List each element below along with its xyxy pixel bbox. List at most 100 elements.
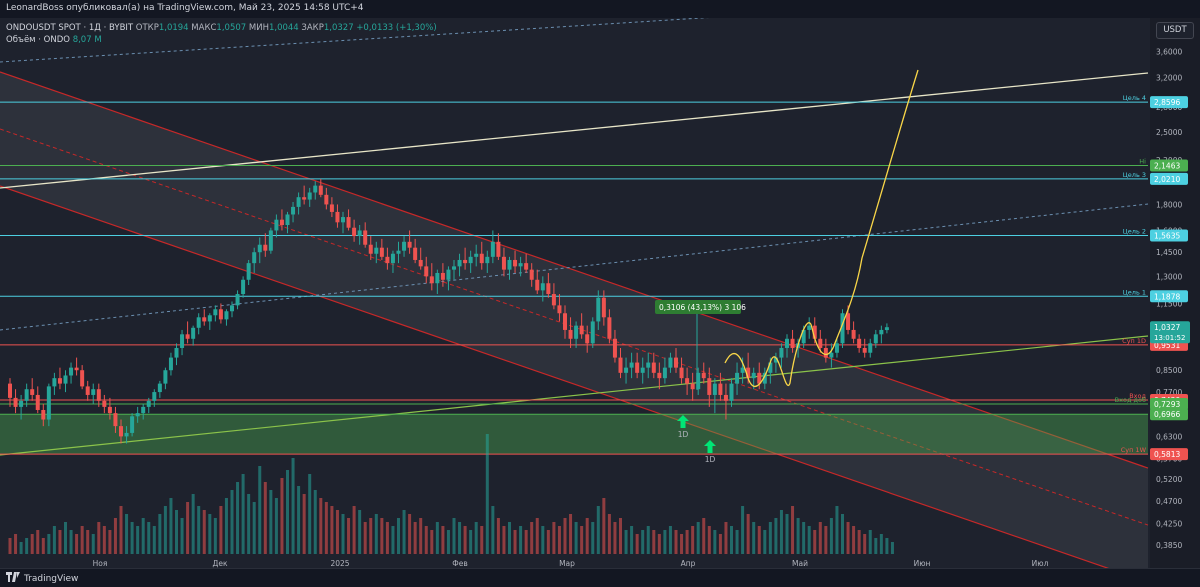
volume-bar (752, 522, 756, 554)
volume-value: 8,07 M (72, 35, 102, 45)
footer-bar: TradingView (0, 568, 1200, 587)
volume-bar (480, 526, 484, 554)
candle-body (302, 197, 307, 200)
volume-bar (702, 518, 706, 554)
candle-body (612, 338, 617, 358)
high-value: 1,0507 (216, 23, 247, 33)
price-tick-label: 0,4250 (1156, 519, 1182, 528)
volume-bar (247, 494, 251, 554)
legend-volume-row: Объём · ONDO 8,07 M (6, 34, 437, 46)
candle-body (696, 372, 701, 390)
volume-bar (330, 506, 334, 554)
volume-bar (219, 506, 223, 554)
volume-bar (36, 530, 40, 554)
candle-body (402, 241, 407, 251)
candle-body (191, 327, 196, 339)
brand-label: TradingView (24, 574, 79, 584)
candle-body (357, 230, 362, 237)
volume-bar (491, 506, 495, 554)
candle-body (485, 256, 490, 264)
candle-body (224, 311, 229, 320)
candle-body (601, 297, 606, 318)
volume-bar (785, 514, 789, 554)
candle-body (452, 266, 456, 270)
candle-body (551, 294, 556, 306)
candle-body (130, 416, 135, 433)
buy-signal-arrow (677, 415, 689, 428)
candle-body (513, 259, 518, 267)
volume-bar (668, 526, 672, 554)
candle-body (779, 347, 784, 358)
candle-body (746, 367, 751, 379)
candle-body (707, 378, 712, 395)
price-tick-label: 0,4700 (1156, 497, 1182, 506)
candle-body (435, 272, 440, 284)
candle-body (174, 347, 179, 358)
candle-body (141, 406, 146, 414)
volume-bar (19, 542, 23, 554)
candle-body (263, 244, 268, 251)
volume-bar (868, 530, 872, 554)
level-name: Суп 1D (1122, 337, 1146, 345)
price-chart[interactable]: Цель 4 Hi Цель 3 Цель 2 Цель 1 Суп 1D ВходВход… (0, 18, 1200, 568)
volume-bar (508, 522, 511, 554)
candle-body (96, 389, 101, 401)
candle-body (102, 400, 107, 407)
candle-body (341, 217, 345, 223)
volume-bar (125, 514, 129, 554)
candle-body (884, 327, 889, 331)
level-price-tag-label: 2,1463 (1154, 162, 1180, 171)
tradingview-brand[interactable]: TradingView (6, 572, 78, 584)
candle-body (180, 334, 185, 348)
time-axis-label: Май (792, 559, 808, 568)
published-text: LeonardBoss опубликовал(а) на TradingVie… (6, 3, 364, 13)
volume-bar (397, 518, 400, 554)
volume-bar (197, 506, 201, 554)
candle-body (252, 252, 257, 264)
volume-bar (779, 510, 783, 554)
volume-bar (230, 490, 234, 554)
candle-body (107, 406, 112, 414)
volume-bar (347, 518, 351, 554)
volume-bar (663, 530, 667, 554)
volume-bar (280, 478, 284, 554)
channel-fill (0, 72, 1148, 568)
candle-body (501, 256, 506, 270)
time-axis-label: Фев (452, 559, 468, 568)
signal-label: 1D (678, 430, 689, 439)
symbol-label[interactable]: ONDOUSDT SPOT · 1Д · BYBIT (6, 23, 134, 33)
volume-bar (8, 538, 12, 554)
candle-body (718, 383, 723, 395)
candle-body (546, 283, 551, 295)
volume-bar (696, 522, 700, 554)
volume-bar (58, 530, 62, 554)
volume-bar (119, 506, 123, 554)
volume-bar (596, 506, 600, 554)
candle-body (202, 317, 207, 322)
level-price-tag (1150, 448, 1188, 461)
candle-body (69, 367, 74, 376)
volume-bar (64, 522, 67, 554)
currency-button[interactable]: USDT (1156, 22, 1194, 39)
volume-bar (796, 518, 800, 554)
candle-body (57, 378, 62, 384)
candle-body (618, 357, 623, 373)
volume-bar (452, 518, 456, 554)
volume-bar (852, 526, 856, 554)
candle-body (146, 400, 151, 407)
volume-label[interactable]: Объём · ONDO (6, 35, 70, 45)
volume-bar (641, 530, 645, 554)
candle-body (729, 383, 734, 401)
candle-body (74, 367, 79, 371)
signal-label: 1D (705, 455, 716, 464)
volume-bar (607, 514, 611, 554)
volume-bar (236, 482, 240, 554)
volume-bar (879, 534, 883, 554)
volume-bar (585, 518, 589, 554)
volume-bar (313, 490, 317, 554)
volume-bar (391, 526, 395, 554)
candle-body (363, 230, 368, 245)
candle-body (790, 338, 795, 348)
candle-body (352, 227, 357, 237)
low-value: 1,0044 (268, 23, 299, 33)
